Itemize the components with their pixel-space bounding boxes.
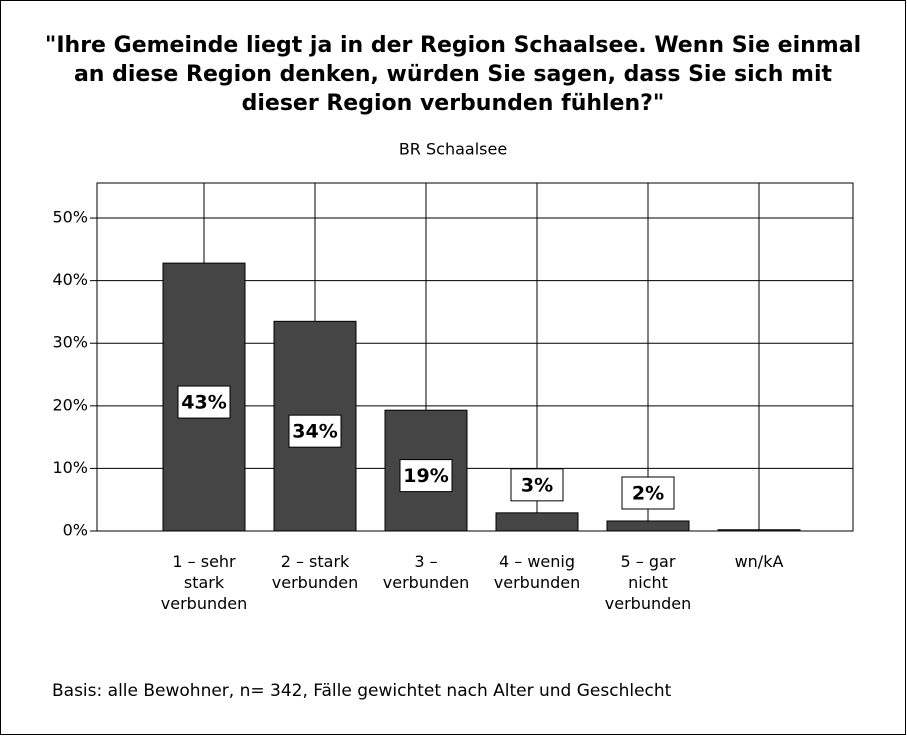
value-label: 34% [292, 421, 337, 443]
label-box [288, 414, 342, 448]
label-box [621, 476, 675, 510]
x-tick-label: 5 – gar nicht verbunden [605, 552, 691, 613]
y-tick-label: 50% [52, 208, 88, 227]
subtitle: BR Schaalsee [399, 140, 507, 159]
chart-title: "Ihre Gemeinde liegt ja in der Region Sc… [45, 33, 861, 58]
value-label: 3% [521, 474, 553, 496]
y-tick-label: 10% [52, 458, 88, 477]
x-tick-label: 3 – verbunden [383, 552, 469, 592]
y-tick-label: 30% [52, 333, 88, 352]
label-box [399, 459, 453, 493]
y-tick-label: 20% [52, 395, 88, 414]
value-label: 43% [181, 392, 226, 414]
bar [495, 512, 579, 532]
x-tick-label: 4 – wenig verbunden [494, 552, 580, 592]
bar [717, 529, 801, 532]
footnote: Basis: alle Bewohner, n= 342, Fälle gewi… [52, 681, 672, 701]
bar [606, 520, 690, 532]
y-tick-label: 40% [52, 270, 88, 289]
x-tick-label: wn/kA [735, 552, 784, 571]
x-tick-label: 2 – stark verbunden [272, 552, 358, 592]
value-label: 2% [632, 482, 664, 504]
label-box [510, 468, 564, 502]
chart-title: dieser Region verbunden fühlen?" [242, 91, 665, 116]
chart-title: an diese Region denken, würden Sie sagen… [74, 62, 833, 87]
x-tick-label: 1 – sehr stark verbunden [161, 552, 247, 613]
y-tick-label: 0% [63, 521, 88, 540]
value-label: 19% [403, 465, 448, 487]
label-box [177, 385, 231, 419]
